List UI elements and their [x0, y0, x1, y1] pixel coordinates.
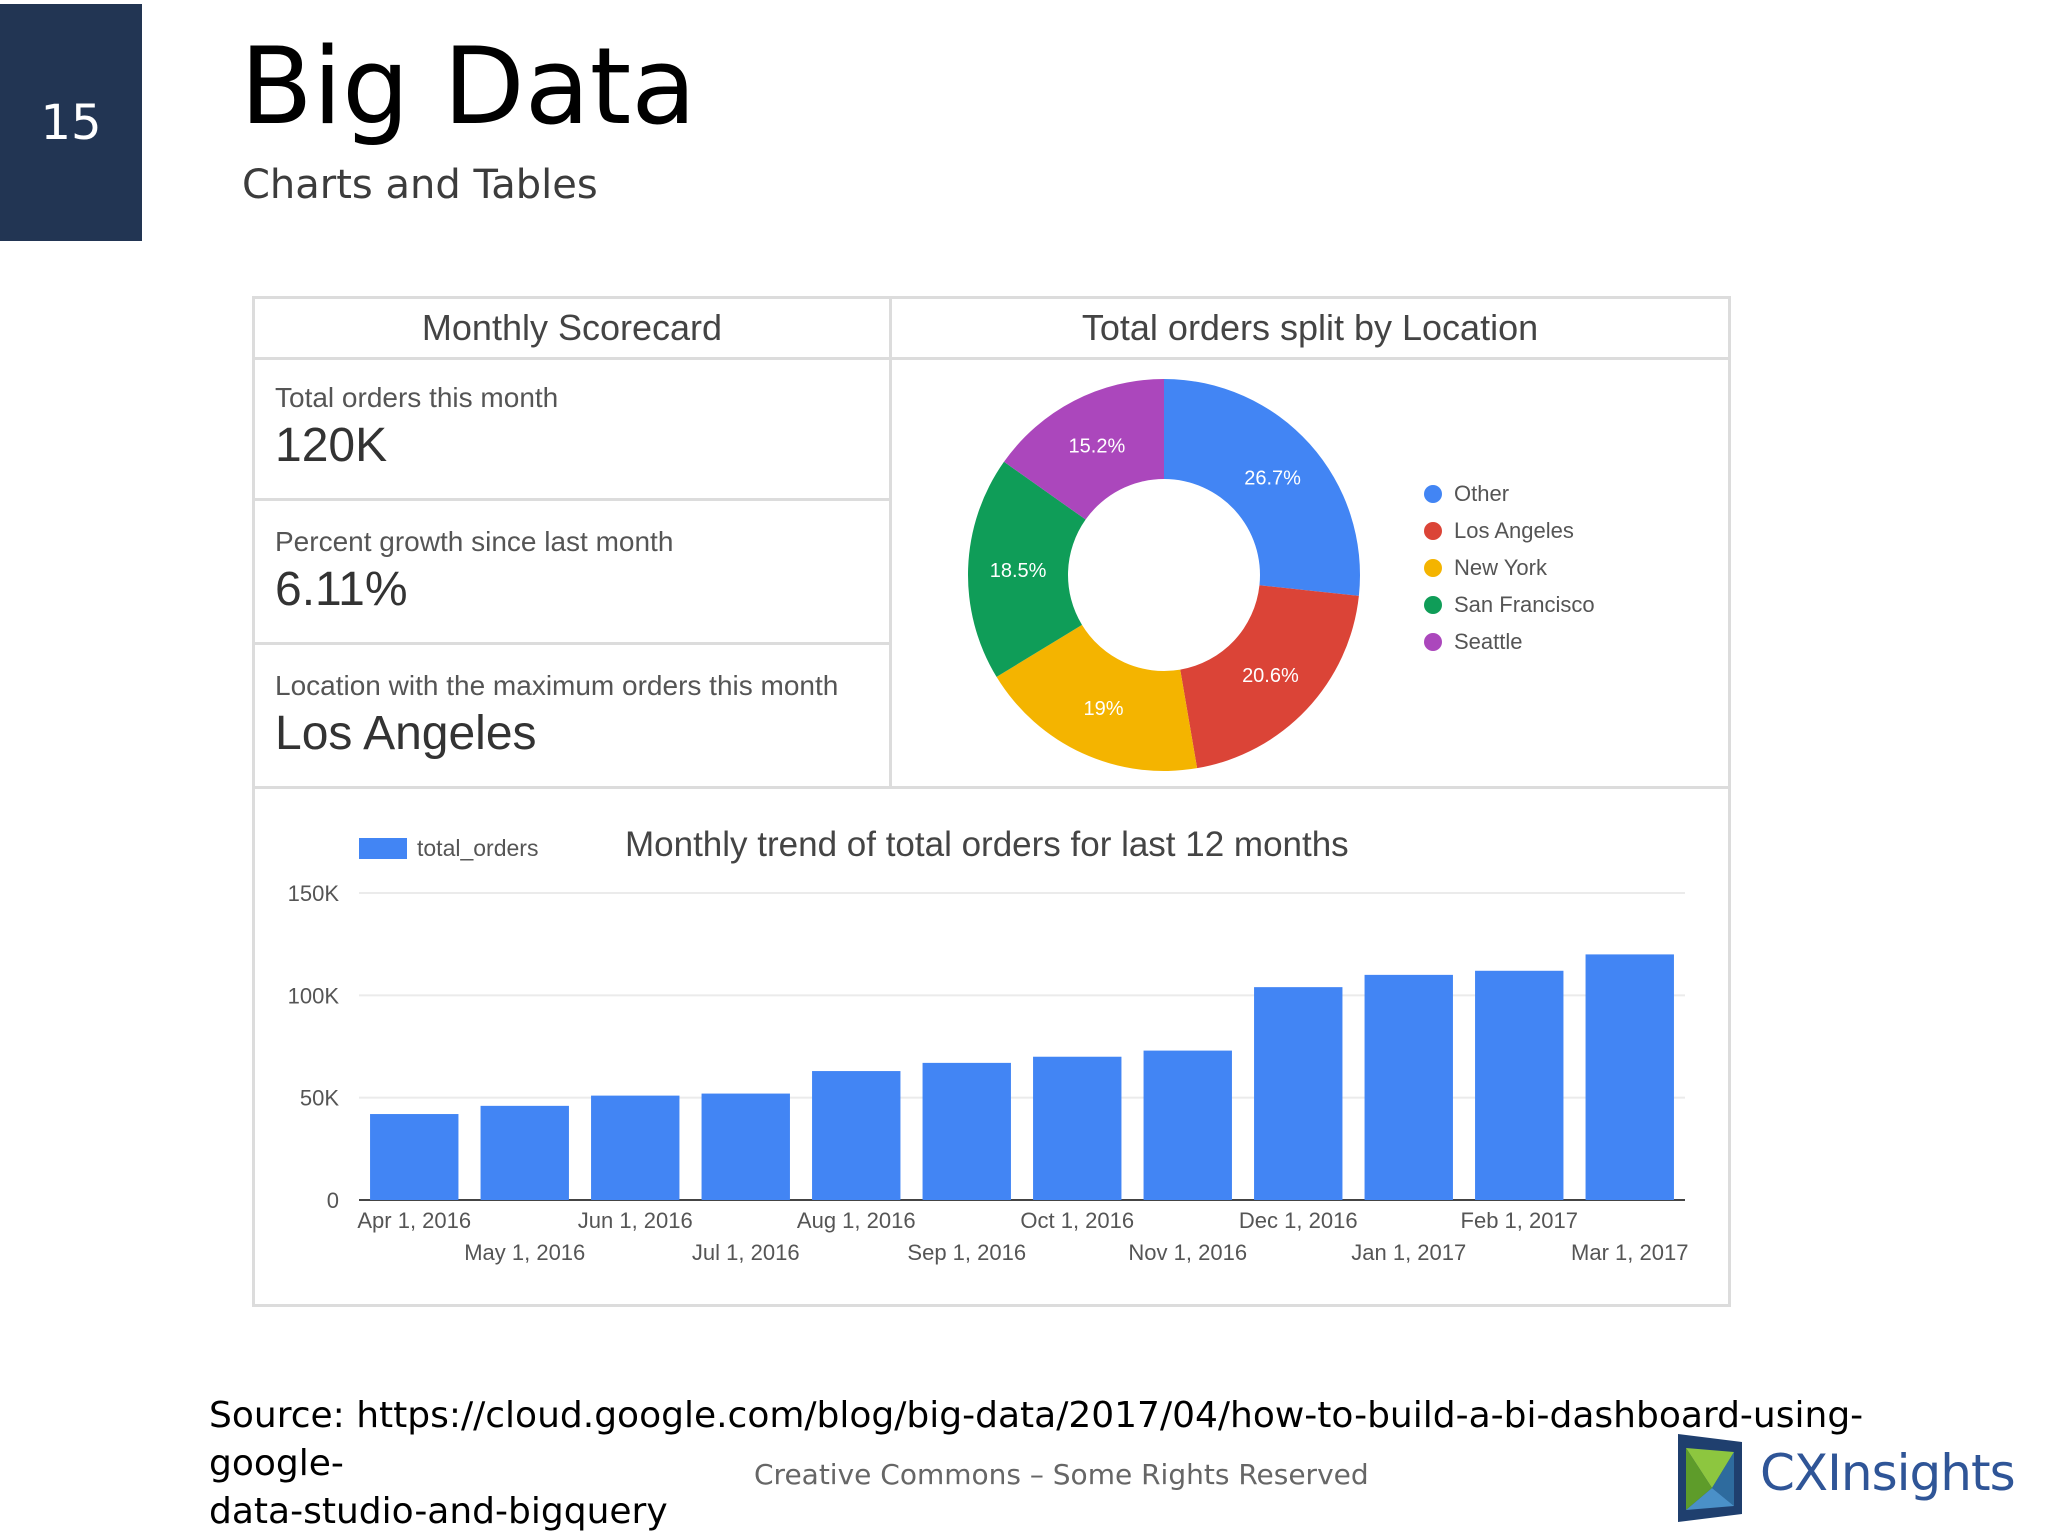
donut-legend: Other Los Angeles New York San Francisco Sea… — [1424, 481, 1684, 661]
bar-chart-title: Monthly trend of total orders for last 1… — [625, 825, 1349, 864]
donut-slice-label: 26.7% — [1244, 467, 1301, 489]
legend-label: Los Angeles — [1454, 518, 1574, 543]
license-text: Creative Commons – Some Rights Reserved — [754, 1458, 1369, 1491]
donut-chart: 26.7% 20.6% 19% 18.5% 15.2% — [968, 379, 1360, 771]
x-tick-label: Jan 1, 2017 — [1351, 1240, 1466, 1265]
bar[interactable] — [370, 1114, 459, 1200]
legend-label: Seattle — [1454, 629, 1523, 654]
x-tick-label: Dec 1, 2016 — [1239, 1208, 1358, 1233]
legend-item-new-york[interactable]: New York — [1424, 555, 1547, 581]
bar[interactable] — [701, 1093, 790, 1200]
donut-slice-seattle[interactable] — [1003, 379, 1164, 520]
x-tick-label: Aug 1, 2016 — [797, 1208, 916, 1233]
x-tick-label: Nov 1, 2016 — [1128, 1240, 1247, 1265]
legend-dot-icon — [1424, 522, 1442, 540]
legend-dot-icon — [1424, 485, 1442, 503]
y-tick-label: 0 — [327, 1188, 339, 1213]
x-tick-label: Mar 1, 2017 — [1571, 1240, 1688, 1265]
source-line-2: data-studio-and-bigquery — [209, 1491, 668, 1532]
bar[interactable] — [591, 1095, 680, 1200]
card-label: Total orders this month — [275, 382, 559, 413]
legend-dot-icon — [1424, 559, 1442, 577]
legend-label: San Francisco — [1454, 592, 1595, 617]
donut-slice-san-francisco[interactable] — [968, 461, 1086, 677]
x-tick-label: Oct 1, 2016 — [1020, 1208, 1134, 1233]
card-value: Los Angeles — [275, 707, 537, 760]
x-tick-label: May 1, 2016 — [464, 1240, 585, 1265]
x-tick-label: Jul 1, 2016 — [692, 1240, 800, 1265]
card-value: 6.11% — [275, 563, 408, 616]
x-tick-label: Feb 1, 2017 — [1461, 1208, 1578, 1233]
source-line-1: Source: https://cloud.google.com/blog/bi… — [209, 1395, 1864, 1484]
legend-swatch-icon — [359, 838, 407, 859]
bar[interactable] — [1033, 1056, 1122, 1200]
monthly-trend-panel: total_orders Monthly trend of total order… — [252, 786, 1731, 1307]
legend-label: New York — [1454, 555, 1547, 580]
bar[interactable] — [1475, 970, 1564, 1200]
legend-item-seattle[interactable]: Seattle — [1424, 629, 1523, 655]
card-value: 120K — [275, 419, 388, 472]
donut-slice-label: 18.5% — [990, 560, 1047, 582]
legend-label: total_orders — [417, 835, 538, 861]
scorecard-card-max-location: Location with the maximum orders this mo… — [255, 648, 889, 789]
scorecard-card-growth: Percent growth since last month 6.11% — [255, 504, 889, 645]
donut-slice-other[interactable] — [1164, 379, 1360, 596]
page-title: Big Data — [240, 25, 697, 148]
scorecard-title: Monthly Scorecard — [255, 299, 889, 360]
y-tick-label: 100K — [288, 983, 340, 1008]
bar[interactable] — [480, 1105, 569, 1200]
x-tick-label: Jun 1, 2016 — [578, 1208, 693, 1233]
legend-item-other[interactable]: Other — [1424, 481, 1509, 507]
legend-dot-icon — [1424, 596, 1442, 614]
x-tick-label: Sep 1, 2016 — [907, 1240, 1026, 1265]
scorecard-card-total-orders: Total orders this month 120K — [255, 360, 889, 501]
page-subtitle: Charts and Tables — [242, 162, 598, 208]
legend-dot-icon — [1424, 633, 1442, 651]
x-tick-label: Apr 1, 2016 — [357, 1208, 471, 1233]
bar[interactable] — [1143, 1050, 1232, 1200]
donut-slice-new-york[interactable] — [996, 624, 1198, 771]
bar[interactable] — [1364, 974, 1453, 1200]
donut-chart-title: Total orders split by Location — [892, 299, 1728, 360]
slide-number: 15 — [0, 4, 142, 241]
bar[interactable] — [1254, 987, 1343, 1200]
donut-slice-los-angeles[interactable] — [1180, 585, 1359, 769]
legend-item-los-angeles[interactable]: Los Angeles — [1424, 518, 1574, 544]
card-label: Location with the maximum orders this mo… — [275, 670, 839, 701]
logo-icon — [1678, 1434, 1742, 1522]
y-tick-label: 50K — [300, 1086, 339, 1111]
scorecard-panel: Monthly Scorecard Total orders this mont… — [252, 296, 892, 790]
donut-slice-label: 20.6% — [1242, 665, 1299, 687]
bar[interactable] — [812, 1071, 901, 1200]
card-label: Percent growth since last month — [275, 526, 674, 557]
bar[interactable] — [1585, 954, 1674, 1200]
y-tick-label: 150K — [288, 881, 340, 906]
bar[interactable] — [922, 1062, 1011, 1200]
location-split-panel: Total orders split by Location 26.7% 20.6… — [889, 296, 1731, 790]
source-citation: Source: https://cloud.google.com/blog/bi… — [209, 1392, 1909, 1536]
legend-label: Other — [1454, 481, 1510, 506]
bar-chart: total_orders Monthly trend of total order… — [288, 825, 1689, 1265]
donut-slice-label: 15.2% — [1069, 435, 1126, 457]
donut-slice-label: 19% — [1083, 698, 1123, 720]
legend-item-san-francisco[interactable]: San Francisco — [1424, 592, 1595, 618]
company-logo: CXInsights — [1672, 1428, 2016, 1528]
logo-text: CXInsights — [1760, 1444, 2016, 1502]
